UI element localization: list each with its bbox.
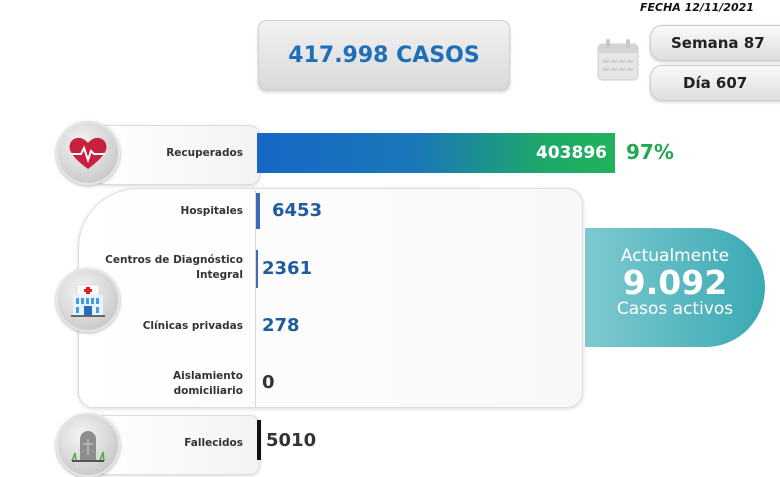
cdi-bar [256,250,258,288]
active-cases-badge: Actualmente 9.092 Casos activos [585,228,765,347]
recovered-label: Recuperados [166,147,243,159]
home-isolation-label: Aislamiento domiciliario [172,370,243,398]
active-cases-suffix: Casos activos [616,299,734,319]
date-label: FECHA 12/11/2021 [640,1,754,14]
private-clinics-label: Clínicas privadas [142,320,243,332]
recovered-bar: 403896 [257,133,615,173]
heart-icon [56,121,120,185]
total-cases-box: 417.998 CASOS [258,20,510,90]
private-clinics-value: 278 [262,315,300,336]
day-box: Día 607 [650,65,780,101]
week-box: Semana 87 [650,25,780,61]
gravestone-icon [56,413,120,477]
calendar-icon [596,38,640,86]
active-cases-prefix: Actualmente [620,246,730,266]
deceased-bar [257,420,261,460]
recovered-value: 403896 [536,143,607,163]
divider [255,190,256,408]
cdi-value: 2361 [262,258,313,279]
hospitals-value: 6453 [272,200,323,221]
hospital-icon [56,268,120,332]
home-isolation-value: 0 [262,372,275,393]
recovered-percent: 97% [626,140,674,164]
active-cases-value: 9.092 [622,263,728,302]
recovered-label-panel [95,125,260,185]
deceased-label: Fallecidos [184,437,243,449]
deceased-value: 5010 [266,430,317,451]
hospitalization-panel [78,188,583,408]
hospitals-bar [256,193,260,229]
hospitals-label: Hospitales [180,205,243,217]
cdi-label: Centros de Diagnóstico Integral [105,254,243,282]
